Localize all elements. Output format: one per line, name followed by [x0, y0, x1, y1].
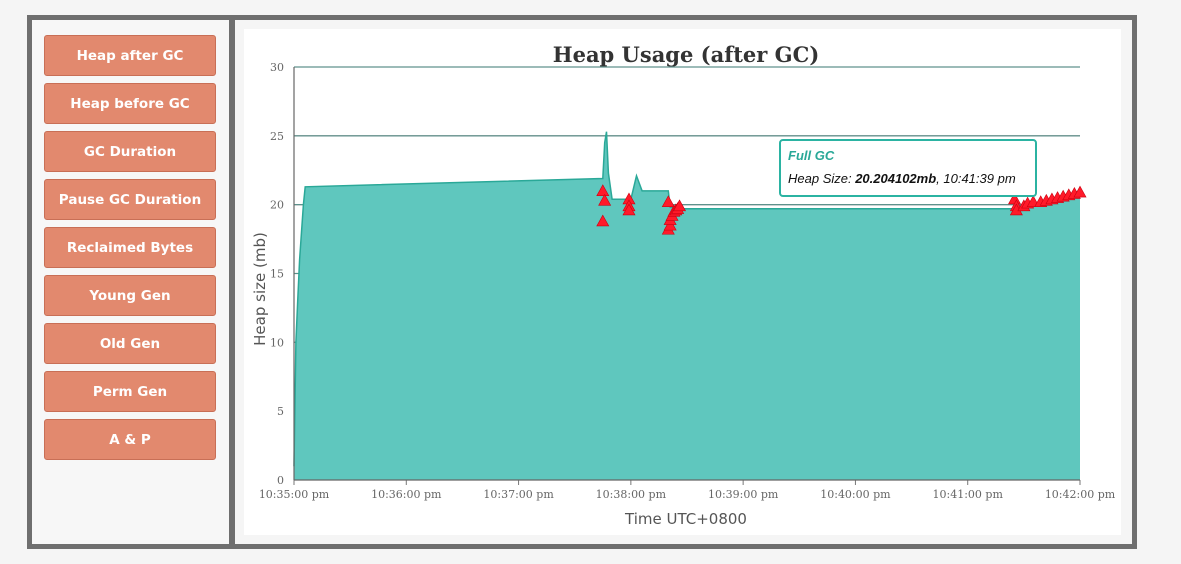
- axes: 0 5 10 15 20 25 30 10:35:00 pm 10:36:00 pm 10:37:…: [259, 61, 1116, 501]
- full-gc-tooltip: Full GC Heap Size: 20.204102mb, 10:41:39…: [779, 139, 1037, 197]
- x-tick-label-2: 10:37:00 pm: [483, 488, 554, 501]
- x-tick-label-1: 10:36:00 pm: [371, 488, 442, 501]
- reclaimed-bytes-button[interactable]: Reclaimed Bytes: [44, 227, 216, 268]
- full-gc-marker[interactable]: [673, 199, 687, 212]
- full-gc-marker[interactable]: [596, 214, 610, 227]
- panel-divider: [229, 20, 235, 544]
- heap-before-gc-button[interactable]: Heap before GC: [44, 83, 216, 124]
- x-tick-label-5: 10:40:00 pm: [820, 488, 891, 501]
- chart-card: Heap Usage (after GC) 0 5 10 15 20 25 30 10:35:…: [244, 29, 1121, 535]
- x-tick-label-6: 10:41:00 pm: [933, 488, 1004, 501]
- full-gc-marker[interactable]: [622, 203, 636, 216]
- x-axis-title: Time UTC+0800: [624, 510, 747, 528]
- x-tick-label-7: 10:42:00 pm: [1045, 488, 1116, 501]
- app-frame: Heap after GC Heap before GC GC Duration…: [27, 15, 1137, 549]
- full-gc-marker[interactable]: [596, 184, 610, 196]
- tooltip-title: Full GC: [788, 148, 835, 163]
- tooltip-suffix: , 10:41:39 pm: [936, 171, 1016, 186]
- tooltip-prefix: Heap Size:: [788, 171, 856, 186]
- y-tick-label-30: 30: [270, 61, 284, 74]
- a-and-p-button[interactable]: A & P: [44, 419, 216, 460]
- tooltip-value: 20.204102mb: [855, 171, 937, 186]
- full-gc-marker[interactable]: [598, 193, 612, 206]
- y-tick-label-5: 5: [277, 405, 284, 418]
- gc-duration-button[interactable]: GC Duration: [44, 131, 216, 172]
- y-axis-title: Heap size (mb): [251, 232, 269, 346]
- x-tick-label-0: 10:35:00 pm: [259, 488, 330, 501]
- full-gc-markers[interactable]: [596, 184, 1087, 235]
- y-tick-label-0: 0: [277, 474, 284, 487]
- full-gc-marker[interactable]: [661, 195, 675, 208]
- heap-usage-chart: Heap Usage (after GC) 0 5 10 15 20 25 30 10:35:…: [251, 42, 1116, 528]
- old-gen-button[interactable]: Old Gen: [44, 323, 216, 364]
- pause-gc-duration-button[interactable]: Pause GC Duration: [44, 179, 216, 220]
- full-gc-marker[interactable]: [1073, 185, 1087, 198]
- y-tick-label-15: 15: [270, 268, 284, 281]
- chart-panel: Heap Usage (after GC) 0 5 10 15 20 25 30 10:35:…: [235, 20, 1132, 544]
- y-tick-label-10: 10: [270, 336, 284, 349]
- chart-title: Heap Usage (after GC): [553, 42, 820, 67]
- y-tick-label-20: 20: [270, 199, 284, 212]
- young-gen-button[interactable]: Young Gen: [44, 275, 216, 316]
- sidebar: Heap after GC Heap before GC GC Duration…: [32, 20, 229, 544]
- series-area-0: [294, 131, 1080, 480]
- x-tick-label-3: 10:38:00 pm: [596, 488, 667, 501]
- tooltip-body: Heap Size: 20.204102mb, 10:41:39 pm: [788, 171, 1028, 186]
- x-tick-label-4: 10:39:00 pm: [708, 488, 779, 501]
- perm-gen-button[interactable]: Perm Gen: [44, 371, 216, 412]
- heap-after-gc-button[interactable]: Heap after GC: [44, 35, 216, 76]
- y-tick-label-25: 25: [270, 130, 284, 143]
